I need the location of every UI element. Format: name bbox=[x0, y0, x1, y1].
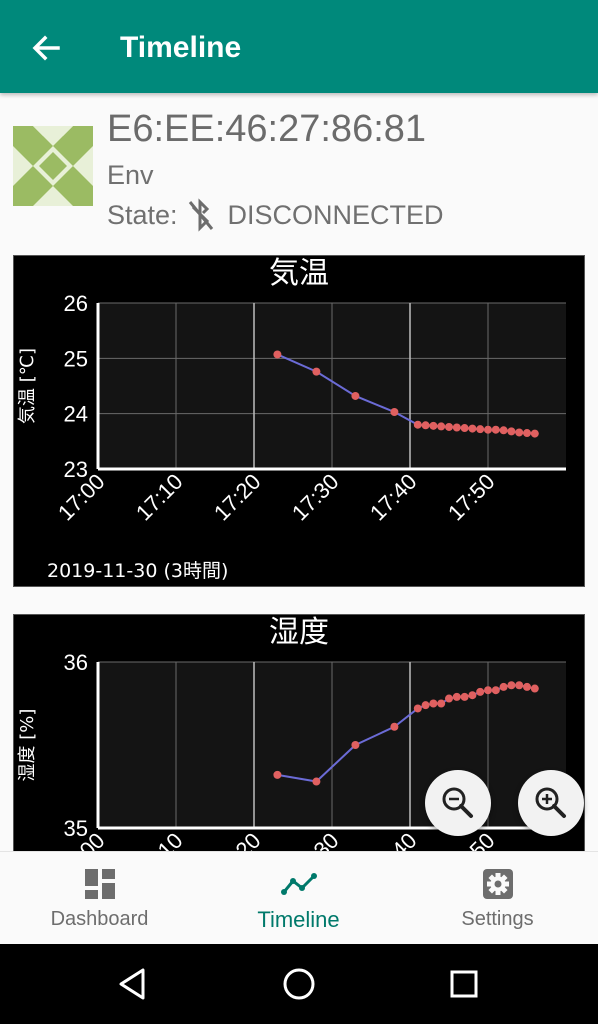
y-tick-label: 26 bbox=[64, 291, 88, 316]
y-tick-label: 35 bbox=[64, 816, 88, 841]
data-point bbox=[273, 770, 282, 779]
data-point bbox=[429, 699, 438, 708]
state-value: DISCONNECTED bbox=[227, 200, 444, 230]
zoom-in-icon bbox=[535, 787, 566, 818]
data-point bbox=[468, 424, 477, 433]
dashboard-icon bbox=[85, 869, 115, 899]
data-point bbox=[437, 699, 446, 708]
data-point bbox=[499, 426, 508, 435]
nav-label-timeline: Timeline bbox=[257, 907, 340, 932]
data-point bbox=[530, 684, 539, 693]
data-point bbox=[390, 722, 399, 731]
page-title: Timeline bbox=[120, 31, 242, 64]
device-name: Env bbox=[107, 160, 154, 190]
nav-label-dashboard: Dashboard bbox=[50, 908, 149, 930]
data-point bbox=[484, 686, 492, 695]
data-point bbox=[312, 367, 321, 376]
data-point bbox=[468, 691, 477, 700]
timeline-content: E6:EE:46:27:86:81 Env State: DISCONNECTE… bbox=[0, 93, 598, 851]
data-point bbox=[476, 425, 485, 434]
nav-label-settings: Settings bbox=[461, 908, 534, 930]
data-point bbox=[484, 425, 492, 434]
data-point bbox=[413, 420, 422, 429]
data-point bbox=[452, 423, 461, 432]
data-point bbox=[507, 681, 516, 690]
settings-icon bbox=[483, 869, 513, 899]
data-point bbox=[515, 428, 524, 437]
y-axis-label: 湿度 [%] bbox=[17, 709, 38, 782]
zoom-out-icon bbox=[442, 787, 473, 818]
timeline-icon bbox=[281, 873, 317, 895]
data-point bbox=[413, 704, 422, 713]
data-point bbox=[523, 429, 531, 438]
chart-title: 気温 bbox=[269, 256, 329, 291]
y-tick-label: 24 bbox=[64, 402, 88, 427]
bluetooth-disabled-icon bbox=[186, 197, 216, 233]
temperature-chart: 気温 23 24 25 26 17:00 17:10 17:20 17:30 17:40 17:50… bbox=[13, 255, 585, 587]
data-point bbox=[273, 350, 282, 359]
data-point bbox=[421, 701, 430, 710]
arrow-back-icon[interactable] bbox=[26, 28, 66, 68]
data-point bbox=[530, 429, 539, 438]
data-point bbox=[491, 425, 500, 434]
y-axis-label: 気温 [℃] bbox=[17, 348, 38, 424]
chart-title: 湿度 bbox=[269, 615, 329, 650]
data-point bbox=[460, 424, 469, 433]
data-point bbox=[445, 694, 453, 703]
system-navigation-bar bbox=[0, 944, 598, 1024]
system-home-icon[interactable] bbox=[279, 964, 319, 1004]
y-tick-label: 23 bbox=[64, 457, 88, 482]
data-point bbox=[351, 741, 360, 749]
device-state: State: DISCONNECTED bbox=[107, 197, 444, 233]
chart-footer: 2019-11-30 (3時間) bbox=[47, 560, 228, 582]
data-point bbox=[351, 391, 360, 400]
system-back-icon[interactable] bbox=[113, 964, 153, 1004]
bottom-navigation: Dashboard Timeline Settings bbox=[0, 851, 598, 945]
zoom-out-button[interactable] bbox=[425, 770, 491, 836]
data-point bbox=[445, 422, 453, 431]
state-label: State: bbox=[107, 200, 178, 230]
data-point bbox=[437, 422, 446, 431]
data-point bbox=[452, 692, 461, 701]
nav-item-dashboard[interactable]: Dashboard bbox=[0, 852, 199, 945]
data-point bbox=[523, 682, 531, 691]
nav-item-timeline[interactable]: Timeline bbox=[199, 852, 398, 945]
data-point bbox=[515, 681, 524, 690]
app-bar: Timeline bbox=[0, 0, 598, 93]
data-point bbox=[476, 687, 485, 696]
data-point bbox=[421, 421, 430, 430]
zoom-in-button[interactable] bbox=[518, 770, 584, 836]
system-recents-icon[interactable] bbox=[444, 964, 484, 1004]
data-point bbox=[312, 777, 321, 786]
data-point bbox=[491, 686, 500, 695]
nav-item-settings[interactable]: Settings bbox=[398, 852, 597, 945]
device-mac-address: E6:EE:46:27:86:81 bbox=[107, 108, 427, 150]
y-tick-label: 25 bbox=[64, 346, 88, 371]
y-tick-label: 36 bbox=[64, 650, 88, 675]
data-point bbox=[499, 682, 508, 691]
data-point bbox=[507, 427, 516, 436]
data-point bbox=[429, 421, 438, 430]
data-point bbox=[460, 692, 469, 701]
data-point bbox=[390, 408, 399, 417]
device-avatar bbox=[13, 126, 93, 206]
